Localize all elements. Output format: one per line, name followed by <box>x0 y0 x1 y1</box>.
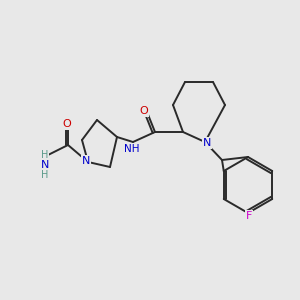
Text: O: O <box>63 119 71 129</box>
Text: H: H <box>41 150 49 160</box>
Text: N: N <box>203 138 211 148</box>
Text: NH: NH <box>124 144 140 154</box>
Text: O: O <box>140 106 148 116</box>
Text: H: H <box>41 170 49 180</box>
Text: N: N <box>41 160 49 170</box>
Text: N: N <box>82 156 90 166</box>
Text: F: F <box>246 211 252 221</box>
